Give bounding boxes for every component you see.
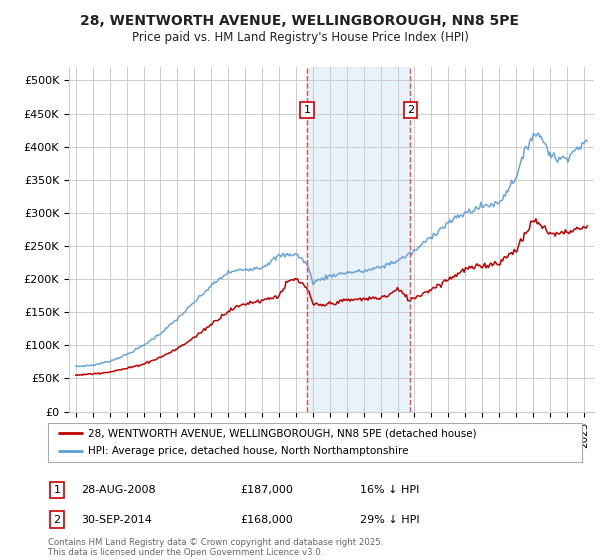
Text: 28, WENTWORTH AVENUE, WELLINGBOROUGH, NN8 5PE: 28, WENTWORTH AVENUE, WELLINGBOROUGH, NN… — [80, 14, 520, 28]
Text: 28, WENTWORTH AVENUE, WELLINGBOROUGH, NN8 5PE (detached house): 28, WENTWORTH AVENUE, WELLINGBOROUGH, NN… — [88, 428, 476, 438]
Text: £187,000: £187,000 — [240, 485, 293, 495]
Text: 28-AUG-2008: 28-AUG-2008 — [81, 485, 155, 495]
Text: 29% ↓ HPI: 29% ↓ HPI — [360, 515, 419, 525]
Text: 2: 2 — [407, 105, 414, 115]
Text: 30-SEP-2014: 30-SEP-2014 — [81, 515, 152, 525]
Text: 1: 1 — [53, 485, 61, 495]
Text: £168,000: £168,000 — [240, 515, 293, 525]
Bar — [307, 67, 410, 412]
Text: 16% ↓ HPI: 16% ↓ HPI — [360, 485, 419, 495]
Text: Price paid vs. HM Land Registry's House Price Index (HPI): Price paid vs. HM Land Registry's House … — [131, 31, 469, 44]
Text: HPI: Average price, detached house, North Northamptonshire: HPI: Average price, detached house, Nort… — [88, 446, 409, 456]
Text: 2: 2 — [53, 515, 61, 525]
Text: 1: 1 — [304, 105, 310, 115]
Text: Contains HM Land Registry data © Crown copyright and database right 2025.
This d: Contains HM Land Registry data © Crown c… — [48, 538, 383, 557]
